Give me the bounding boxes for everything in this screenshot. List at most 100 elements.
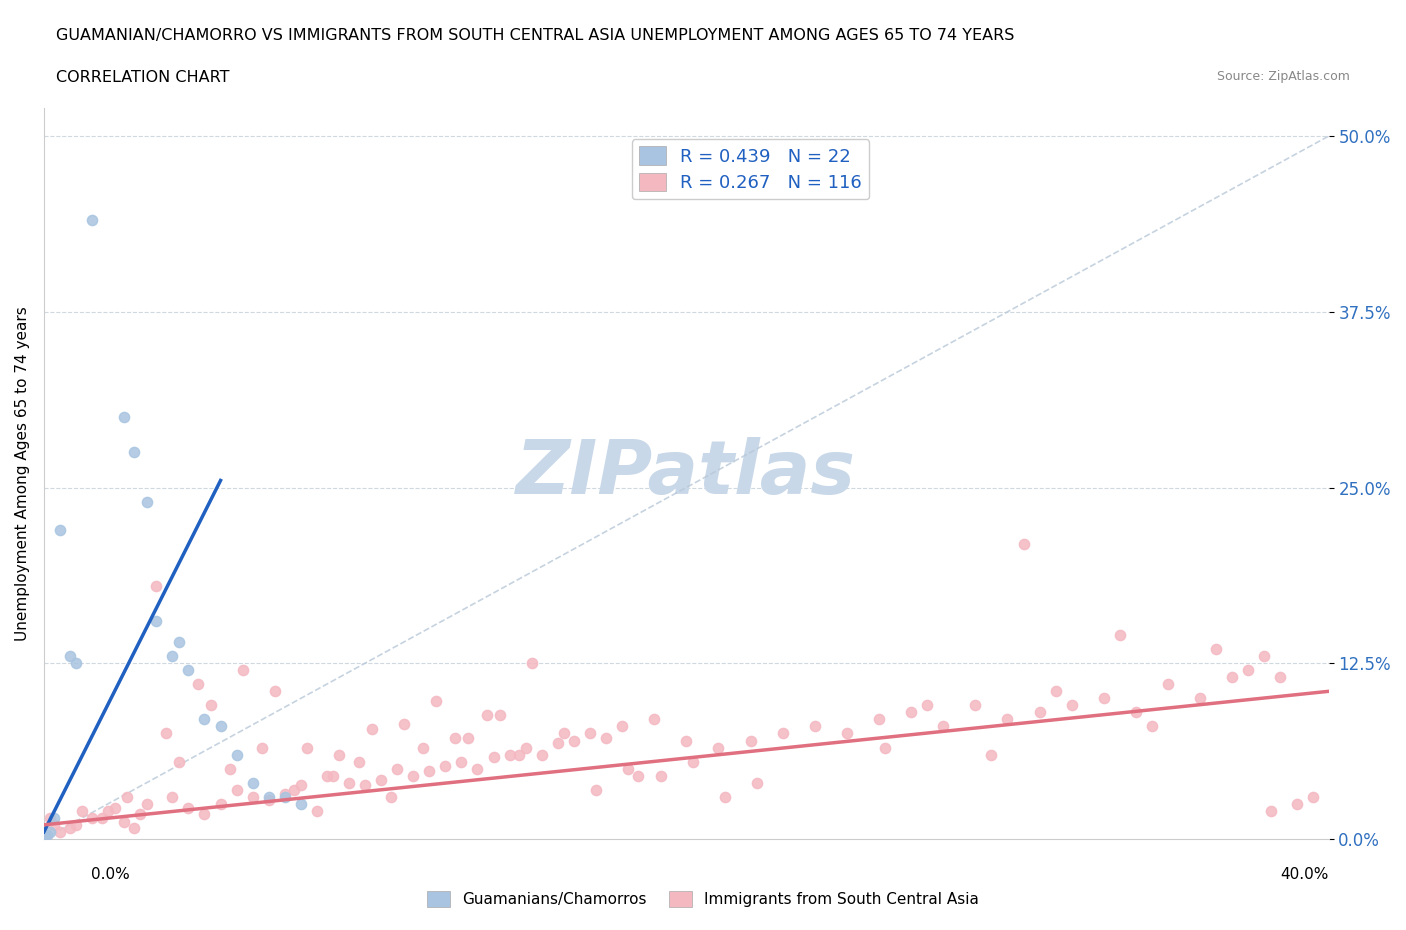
Text: 40.0%: 40.0% xyxy=(1281,867,1329,882)
Point xyxy=(965,698,987,712)
Point xyxy=(39,810,62,825)
Point xyxy=(412,740,434,755)
Point xyxy=(322,768,344,783)
Point xyxy=(997,712,1019,727)
Point xyxy=(193,712,215,727)
Point xyxy=(80,810,103,825)
Point xyxy=(39,824,62,839)
Point xyxy=(58,820,80,835)
Point xyxy=(337,776,360,790)
Point xyxy=(135,796,157,811)
Point xyxy=(354,778,377,793)
Point xyxy=(714,790,737,804)
Point xyxy=(553,726,575,741)
Text: 0.0%: 0.0% xyxy=(91,867,131,882)
Point xyxy=(562,733,585,748)
Point xyxy=(42,817,65,832)
Point xyxy=(347,754,370,769)
Point xyxy=(242,790,264,804)
Point xyxy=(232,663,254,678)
Point xyxy=(1060,698,1083,712)
Point xyxy=(707,740,730,755)
Point xyxy=(1237,663,1260,678)
Point xyxy=(508,747,530,762)
Point xyxy=(1302,790,1324,804)
Point xyxy=(264,684,287,698)
Point xyxy=(225,782,247,797)
Point xyxy=(257,790,280,804)
Point xyxy=(1205,642,1227,657)
Point xyxy=(49,523,72,538)
Point xyxy=(392,716,415,731)
Text: GUAMANIAN/CHAMORRO VS IMMIGRANTS FROM SOUTH CENTRAL ASIA UNEMPLOYMENT AMONG AGES: GUAMANIAN/CHAMORRO VS IMMIGRANTS FROM SO… xyxy=(56,28,1015,43)
Point xyxy=(32,829,55,844)
Point xyxy=(1092,691,1115,706)
Point xyxy=(520,656,543,671)
Point xyxy=(835,726,858,741)
Point xyxy=(643,712,665,727)
Point xyxy=(49,824,72,839)
Point xyxy=(252,740,274,755)
Point xyxy=(297,740,319,755)
Point xyxy=(595,730,617,745)
Point xyxy=(482,750,505,764)
Point xyxy=(457,730,479,745)
Point xyxy=(167,754,190,769)
Point xyxy=(745,776,768,790)
Point xyxy=(1189,691,1212,706)
Point xyxy=(932,719,955,734)
Point xyxy=(257,792,280,807)
Point xyxy=(650,768,672,783)
Point xyxy=(103,801,125,816)
Point xyxy=(579,726,602,741)
Point xyxy=(162,649,184,664)
Point xyxy=(97,804,120,818)
Point xyxy=(187,677,209,692)
Point xyxy=(129,806,152,821)
Point xyxy=(42,810,65,825)
Point xyxy=(610,719,633,734)
Point xyxy=(547,736,569,751)
Point xyxy=(980,747,1002,762)
Point xyxy=(219,761,242,776)
Point xyxy=(122,820,145,835)
Point xyxy=(772,726,794,741)
Point xyxy=(209,796,232,811)
Point xyxy=(274,787,297,802)
Point xyxy=(305,804,328,818)
Point xyxy=(35,828,58,843)
Point xyxy=(498,747,520,762)
Point xyxy=(444,730,467,745)
Point xyxy=(530,747,553,762)
Point xyxy=(117,790,139,804)
Point xyxy=(290,778,312,793)
Point xyxy=(32,829,55,844)
Point xyxy=(200,698,222,712)
Point xyxy=(290,796,312,811)
Point xyxy=(90,810,112,825)
Point xyxy=(283,782,305,797)
Point xyxy=(1260,804,1282,818)
Point xyxy=(425,694,447,709)
Point xyxy=(155,726,177,741)
Point xyxy=(370,773,392,788)
Point xyxy=(682,754,704,769)
Point xyxy=(72,804,94,818)
Y-axis label: Unemployment Among Ages 65 to 74 years: Unemployment Among Ages 65 to 74 years xyxy=(15,306,30,641)
Legend: R = 0.439   N = 22, R = 0.267   N = 116: R = 0.439 N = 22, R = 0.267 N = 116 xyxy=(631,139,869,199)
Point xyxy=(58,649,80,664)
Point xyxy=(35,828,58,843)
Point xyxy=(434,758,457,773)
Point xyxy=(145,614,167,629)
Point xyxy=(162,790,184,804)
Point xyxy=(515,740,537,755)
Point xyxy=(1140,719,1163,734)
Point xyxy=(617,761,640,776)
Point xyxy=(1253,649,1275,664)
Point xyxy=(122,445,145,459)
Point xyxy=(1285,796,1308,811)
Point xyxy=(177,801,200,816)
Point xyxy=(402,768,425,783)
Point xyxy=(627,768,650,783)
Point xyxy=(177,663,200,678)
